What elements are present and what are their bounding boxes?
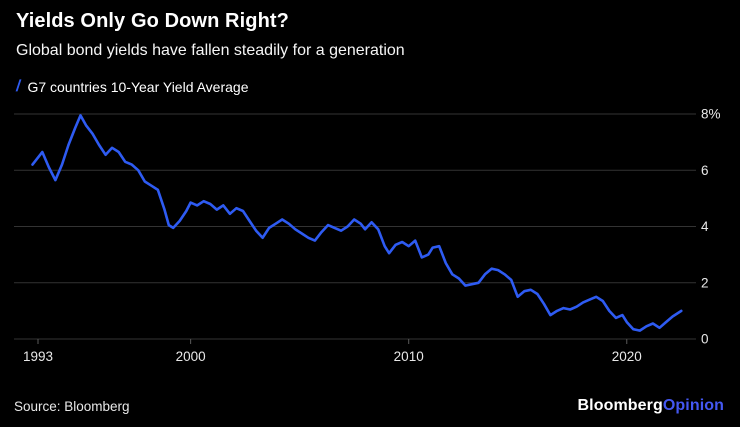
page-subtitle: Global bond yields have fallen steadily … bbox=[16, 42, 405, 59]
x-axis-label: 1993 bbox=[23, 349, 53, 364]
source-label: Source: Bloomberg bbox=[14, 398, 130, 414]
bloomberg-opinion-logo: BloombergOpinion bbox=[578, 397, 725, 415]
legend-line-marker-icon: / bbox=[14, 78, 22, 95]
chart-legend: / G7 countries 10-Year Yield Average bbox=[14, 78, 249, 96]
y-axis-label: 8% bbox=[701, 107, 721, 122]
yield-line bbox=[31, 114, 683, 332]
line-chart: 8% 6 4 2 0 1993 2000 2010 2020 bbox=[14, 107, 721, 364]
brand-bloomberg: Bloomberg bbox=[577, 397, 663, 414]
y-axis-label: 0 bbox=[701, 332, 709, 347]
y-axis-label: 4 bbox=[701, 219, 709, 234]
x-axis-label: 2020 bbox=[612, 349, 642, 364]
brand-opinion: Opinion bbox=[662, 397, 724, 414]
legend-label: G7 countries 10-Year Yield Average bbox=[27, 79, 249, 95]
y-axis-label: 6 bbox=[701, 163, 709, 178]
y-axis-label: 2 bbox=[701, 275, 709, 290]
x-axis-label: 2000 bbox=[176, 349, 206, 364]
page-title: Yields Only Go Down Right? bbox=[16, 10, 289, 32]
chart-footer: Source: Bloomberg BloombergOpinion bbox=[14, 394, 724, 418]
x-axis-label: 2010 bbox=[394, 349, 424, 364]
